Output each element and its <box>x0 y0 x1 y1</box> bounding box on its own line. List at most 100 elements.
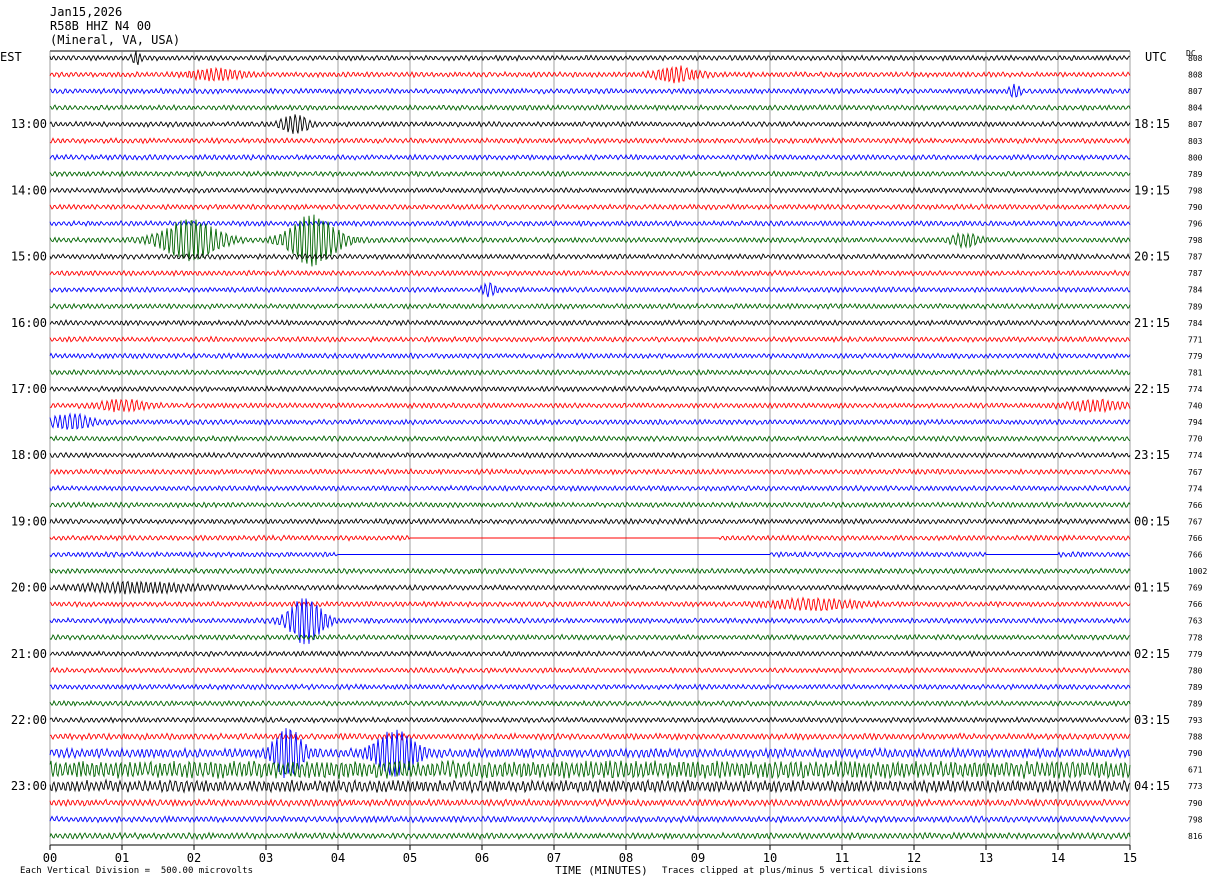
dc-offset-label: 808 <box>1188 71 1203 80</box>
trace-row-4 <box>49 114 1131 134</box>
right-hour-label: 23:15 <box>1134 448 1170 462</box>
dc-offset-label: 789 <box>1188 683 1203 692</box>
dc-offset-label: 787 <box>1188 253 1203 262</box>
dc-offset-label: 798 <box>1188 186 1203 195</box>
dc-offset-label: 774 <box>1188 484 1203 493</box>
x-tick-label: 08 <box>619 851 633 865</box>
dc-offset-label: 778 <box>1188 633 1203 642</box>
trace-row-24 <box>49 451 1131 459</box>
trace-row-34 <box>49 598 1131 645</box>
dc-offset-label: 796 <box>1188 220 1203 229</box>
dc-offset-label: 767 <box>1188 468 1203 477</box>
dc-offset-label: 779 <box>1188 650 1203 659</box>
right-hour-label: 19:15 <box>1134 183 1170 197</box>
dc-offset-label: 790 <box>1188 203 1203 212</box>
dc-offset-label: 807 <box>1188 87 1203 96</box>
dc-offset-label: 800 <box>1188 153 1203 162</box>
left-hour-label: 21:00 <box>11 647 47 661</box>
trace-row-8 <box>49 186 1131 195</box>
trace-row-25 <box>49 467 1131 476</box>
x-axis-title: TIME (MINUTES) <box>555 864 648 877</box>
dc-offset-label: 793 <box>1188 716 1203 725</box>
dc-offset-label: 766 <box>1188 600 1203 609</box>
trace-row-32 <box>49 580 1131 595</box>
right-hour-label: 21:15 <box>1134 316 1170 330</box>
right-hour-label: 02:15 <box>1134 647 1170 661</box>
dc-offset-label: 780 <box>1188 666 1203 675</box>
trace-row-5 <box>49 137 1131 145</box>
dc-offset-label: 784 <box>1188 319 1203 328</box>
left-hour-label: 18:00 <box>11 448 47 462</box>
dc-offset-label: 790 <box>1188 799 1203 808</box>
trace-row-0 <box>49 51 1130 66</box>
x-tick-label: 13 <box>979 851 993 865</box>
trace-row-21 <box>49 398 1131 414</box>
trace-row-37 <box>49 666 1131 675</box>
trace-row-22 <box>49 412 1131 430</box>
trace-row-33 <box>49 596 1131 612</box>
dc-offset-label: 774 <box>1188 451 1203 460</box>
dc-offset-label: 766 <box>1188 501 1203 510</box>
trace-row-36 <box>49 649 1131 658</box>
trace-row-2 <box>49 83 1131 99</box>
trace-row-18 <box>49 352 1131 360</box>
dc-offset-label: 770 <box>1188 435 1203 444</box>
trace-row-31 <box>49 567 1131 575</box>
right-hour-label: 04:15 <box>1134 779 1170 793</box>
x-tick-label: 09 <box>691 851 705 865</box>
x-tick-label: 07 <box>547 851 561 865</box>
trace-row-11 <box>49 214 1131 267</box>
dc-offset-label: 766 <box>1188 551 1203 560</box>
dc-offset-label: 779 <box>1188 352 1203 361</box>
dc-offset-label: 798 <box>1188 815 1203 824</box>
dc-offset-label: 773 <box>1188 782 1203 791</box>
dc-offset-label: 789 <box>1188 170 1203 179</box>
trace-row-38 <box>49 683 1131 691</box>
right-hour-label: 03:15 <box>1134 713 1170 727</box>
x-tick-label: 14 <box>1051 851 1065 865</box>
left-hour-label: 22:00 <box>11 713 47 727</box>
trace-row-14 <box>49 282 1131 298</box>
dc-offset-label: 784 <box>1188 286 1203 295</box>
dc-offset-label: 771 <box>1188 335 1203 344</box>
trace-row-39 <box>49 699 1131 708</box>
trace-row-29 <box>49 534 1131 542</box>
dc-offset-label: 798 <box>1188 236 1203 245</box>
trace-row-10 <box>49 219 1131 228</box>
right-timezone: UTC <box>1145 50 1167 64</box>
trace-row-17 <box>49 335 1131 344</box>
dc-offset-label: 804 <box>1188 104 1203 113</box>
dc-offset-label: 787 <box>1188 269 1203 278</box>
dc-offset-label: 816 <box>1188 832 1203 841</box>
trace-row-46 <box>49 814 1131 824</box>
dc-offset-label: 789 <box>1188 699 1203 708</box>
trace-row-16 <box>49 319 1131 327</box>
minute-gridlines <box>49 50 1131 850</box>
trace-row-13 <box>49 269 1131 278</box>
trace-row-20 <box>49 385 1131 393</box>
station-code: R58B HHZ N4 00 <box>50 19 152 33</box>
left-timezone: EST <box>0 50 22 64</box>
trace-row-47 <box>49 831 1131 841</box>
dc-offset-label: 781 <box>1188 368 1203 377</box>
trace-row-3 <box>49 103 1131 112</box>
trace-row-12 <box>49 252 1131 261</box>
x-tick-label: 03 <box>259 851 273 865</box>
left-hour-label: 16:00 <box>11 316 47 330</box>
trace-row-35 <box>49 633 1131 641</box>
right-hour-label: 22:15 <box>1134 382 1170 396</box>
trace-row-19 <box>49 368 1131 377</box>
left-hour-label: 15:00 <box>11 250 47 264</box>
dc-offset-label: 766 <box>1188 534 1203 543</box>
x-tick-label: 06 <box>475 851 489 865</box>
trace-row-44 <box>49 778 1131 794</box>
x-tick-label: 11 <box>835 851 849 865</box>
left-hour-label: 17:00 <box>11 382 47 396</box>
trace-row-1 <box>49 65 1131 84</box>
trace-row-41 <box>49 731 1131 742</box>
trace-row-42 <box>49 728 1131 779</box>
trace-row-9 <box>49 203 1131 211</box>
left-hour-label: 13:00 <box>11 117 47 131</box>
left-hour-label: 14:00 <box>11 183 47 197</box>
trace-row-23 <box>49 434 1131 443</box>
